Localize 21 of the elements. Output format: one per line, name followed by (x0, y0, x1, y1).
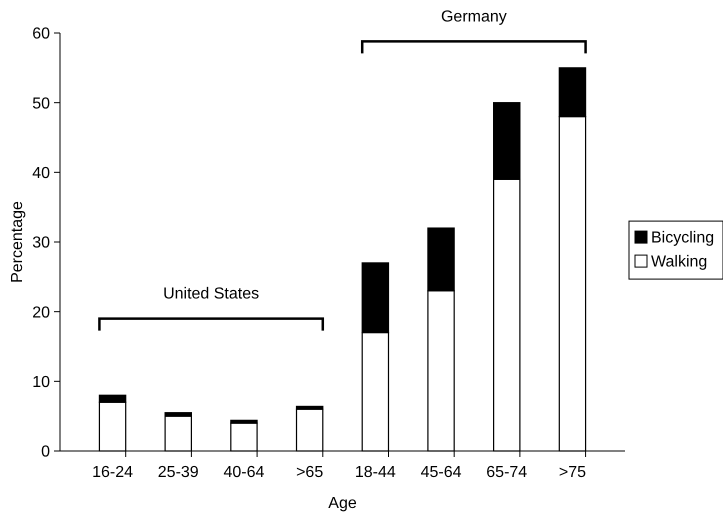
y-tick-label: 60 (32, 26, 50, 43)
y-tick-label: 20 (32, 304, 50, 322)
legend-label: Walking (651, 254, 708, 271)
x-tick-label: >65 (296, 464, 324, 481)
y-tick-label: 50 (32, 95, 50, 112)
text: Germany (440, 8, 507, 26)
y-tick-label: 40 (32, 164, 50, 182)
y-axis-title: Percentage (9, 200, 26, 283)
x-tick-label: >75 (558, 464, 586, 481)
x-tick-label: 16-24 (92, 464, 134, 481)
x-axis-title: Age (328, 495, 357, 512)
x-tick-label: 25-39 (158, 464, 199, 481)
x-tick-label: 40-64 (223, 464, 265, 481)
y-tick-label: 10 (32, 374, 50, 391)
x-tick-label: 45-64 (420, 464, 462, 481)
legend-label: Bicycling (651, 230, 714, 247)
annotation: United States (163, 286, 260, 303)
y-tick-label: 30 (32, 234, 50, 252)
x-tick-label: 18-44 (354, 464, 396, 481)
y-tick-label: 0 (41, 444, 50, 461)
x-tick-label: 65-74 (486, 464, 528, 481)
